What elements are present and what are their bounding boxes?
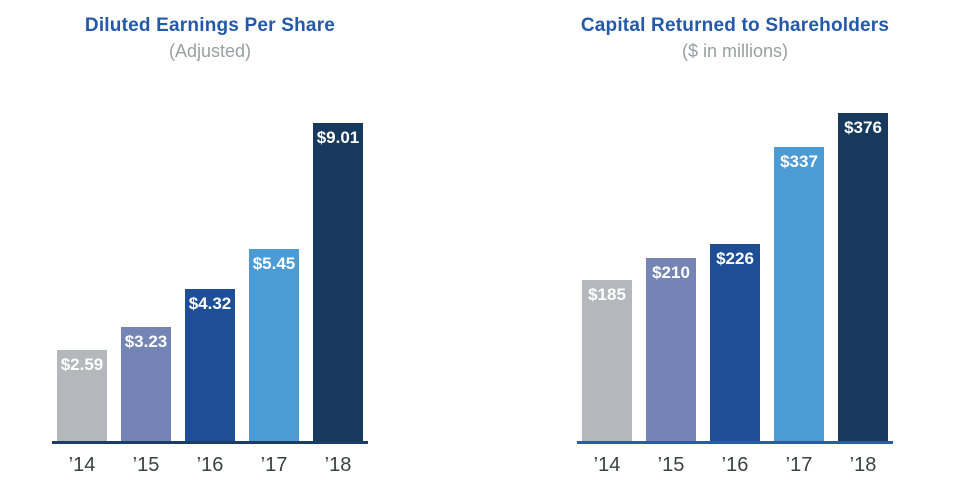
- x-tick-label: ’16: [196, 454, 224, 476]
- x-axis-labels: ’14 ’15 ’16 ’17 ’18: [52, 453, 368, 477]
- x-tick-label: ’18: [849, 454, 877, 476]
- bar-1: $2.59: [57, 350, 107, 441]
- bar-value-label: $4.32: [188, 294, 232, 313]
- x-tick-label: ’14: [68, 454, 96, 476]
- bar-value-label: $376: [844, 118, 882, 137]
- x-tick-label: ’15: [132, 454, 160, 476]
- x-tick-label: ’14: [593, 454, 621, 476]
- x-tick-label: ’17: [785, 454, 813, 476]
- bar-2: $3.23: [121, 327, 171, 441]
- chart-capital-returned: Capital Returned to Shareholders ($ in m…: [565, 13, 905, 477]
- bar-value-label: $226: [716, 249, 754, 268]
- bar-3: $226: [710, 244, 760, 441]
- bar-5: $9.01: [313, 123, 363, 441]
- chart-subtitle: (Adjusted): [168, 41, 252, 61]
- bar-value-label: $5.45: [252, 254, 296, 273]
- bar-4: $5.45: [249, 249, 299, 441]
- chart-title: Diluted Earnings Per Share: [84, 15, 336, 36]
- bar-value-label: $185: [588, 285, 626, 304]
- chart-title: Capital Returned to Shareholders: [580, 15, 890, 36]
- x-axis-labels: ’14 ’15 ’16 ’17 ’18: [577, 453, 893, 477]
- bar-1: $185: [582, 280, 632, 441]
- x-tick-label: ’17: [260, 454, 288, 476]
- bar-5: $376: [838, 113, 888, 441]
- bar-value-label: $2.59: [60, 355, 104, 374]
- x-tick-label: ’15: [657, 454, 685, 476]
- bar-value-label: $337: [780, 152, 818, 171]
- plot-area: $2.59 $3.23 $4.32 $5.45 $9.01: [52, 65, 368, 444]
- bar-value-label: $210: [652, 263, 690, 282]
- bar-4: $337: [774, 147, 824, 441]
- chart-diluted-eps: Diluted Earnings Per Share (Adjusted) $2…: [40, 13, 380, 477]
- x-tick-label: ’18: [324, 454, 352, 476]
- bar-value-label: $9.01: [316, 128, 360, 147]
- bar-3: $4.32: [185, 289, 235, 441]
- chart-subtitle: ($ in millions): [681, 41, 789, 61]
- plot-area: $185 $210 $226 $337 $376: [577, 65, 893, 444]
- bar-value-label: $3.23: [124, 332, 168, 351]
- x-tick-label: ’16: [721, 454, 749, 476]
- bar-2: $210: [646, 258, 696, 441]
